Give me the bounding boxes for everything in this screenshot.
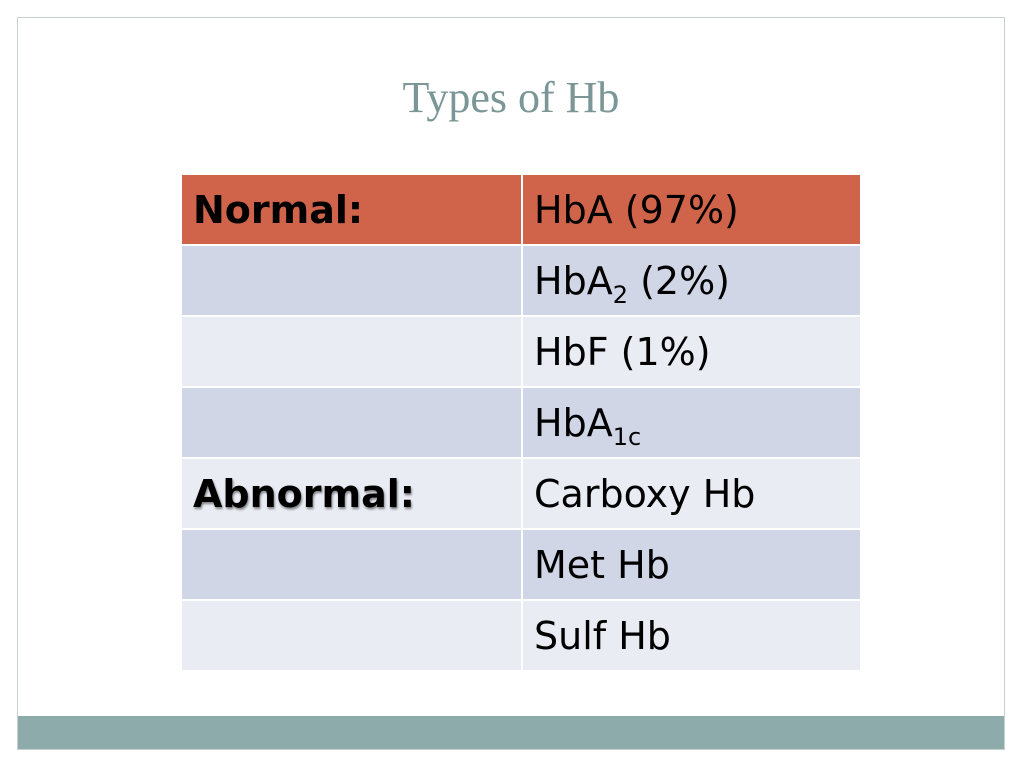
type-cell: Sulf Hb: [521, 599, 862, 672]
table-row: Met Hb: [180, 528, 862, 601]
table-row: Sulf Hb: [180, 599, 862, 672]
category-label-abnormal: Abnormal:: [193, 471, 415, 516]
hb-types-table: Normal: HbA (97%) HbA2 (2%) HbF (1%) HbA…: [180, 173, 862, 672]
category-cell: Abnormal:: [180, 457, 523, 530]
category-label-normal: Normal:: [193, 187, 364, 232]
type-cell: HbA1c: [521, 386, 862, 459]
type-suffix: (2%): [627, 258, 730, 303]
type-cell: HbF (1%): [521, 315, 862, 388]
type-base: HbA: [534, 400, 613, 445]
type-subscript: 2: [612, 280, 628, 309]
table-row: HbA1c: [180, 386, 862, 459]
slide-title: Types of Hb: [402, 73, 620, 122]
type-subscript: 1c: [612, 422, 642, 451]
slide: Types of Hb Normal: HbA (97%) HbA2 (2%) …: [17, 17, 1005, 750]
table-row: HbA2 (2%): [180, 244, 862, 317]
category-cell: [180, 386, 523, 459]
type-cell: HbA2 (2%): [521, 244, 862, 317]
type-base: HbA: [534, 258, 613, 303]
category-cell: [180, 315, 523, 388]
type-cell: Carboxy Hb: [521, 457, 862, 530]
footer-bar: [18, 716, 1004, 749]
table-row: Abnormal: Carboxy Hb: [180, 457, 862, 530]
table-row: HbF (1%): [180, 315, 862, 388]
category-cell: [180, 528, 523, 601]
table-row: Normal: HbA (97%): [180, 173, 862, 246]
category-cell: [180, 244, 523, 317]
category-cell: Normal:: [180, 173, 523, 246]
category-cell: [180, 599, 523, 672]
type-cell: HbA (97%): [521, 173, 862, 246]
type-cell: Met Hb: [521, 528, 862, 601]
